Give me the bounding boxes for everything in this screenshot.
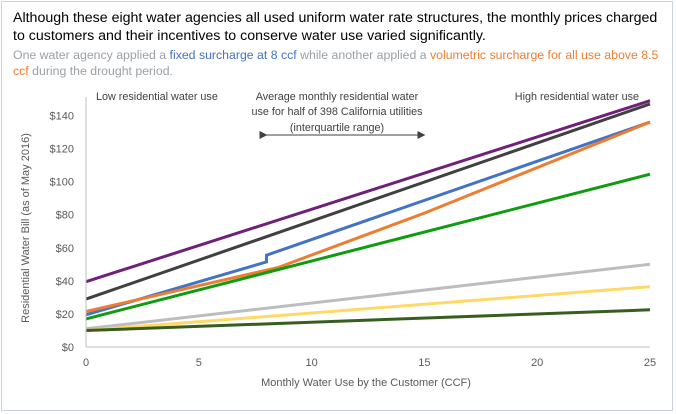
series-line-3 — [85, 120, 651, 317]
series-line-5 — [85, 172, 651, 321]
subtitle-volumetric-surcharge: volumetric surcharge for all use above 8… — [13, 48, 659, 78]
y-tick-label: $140 — [50, 111, 74, 123]
chart-subheadline: One water agency applied a fixed surchar… — [13, 47, 663, 79]
x-tick-label: 0 — [83, 357, 89, 369]
y-tick-label: $80 — [56, 210, 74, 222]
y-axis-title: Residential Water Bill (as of May 2016) — [20, 133, 32, 323]
subtitle-text-3: during the drought period. — [28, 64, 173, 78]
subtitle-fixed-surcharge: fixed surcharge at 8 ccf — [169, 48, 297, 62]
y-tick-label: $60 — [56, 243, 74, 255]
series-line-2 — [85, 102, 651, 301]
annotation-average-line3: (interquartile range) — [290, 122, 384, 134]
subtitle-text-1: One water agency applied a — [13, 48, 170, 62]
series-line-6 — [85, 262, 651, 331]
series-line-8 — [85, 308, 651, 332]
annotation-low-use: Low residential water use — [96, 91, 218, 103]
chart-headline: Although these eight water agencies all … — [13, 10, 658, 44]
y-tick-label: $120 — [50, 144, 74, 156]
x-tick-label: 25 — [644, 357, 656, 369]
series-line-1 — [85, 99, 651, 284]
y-tick-label: $100 — [50, 177, 74, 189]
x-axis-title: Monthly Water Use by the Customer (CCF) — [261, 377, 471, 389]
annotation-high-use: High residential water use — [515, 91, 639, 103]
y-tick-label: $0 — [62, 342, 74, 354]
x-tick-label: 5 — [196, 357, 202, 369]
series-line-4 — [85, 120, 651, 313]
x-tick-label: 20 — [531, 357, 543, 369]
series-line-7 — [85, 285, 651, 332]
x-tick-label: 10 — [305, 357, 317, 369]
x-tick-label: 15 — [418, 357, 430, 369]
annotation-average-line1: Average monthly residential water — [256, 91, 419, 103]
y-tick-label: $20 — [56, 309, 74, 321]
y-tick-label: $40 — [56, 276, 74, 288]
annotation-average-line2: use for half of 398 California utilities — [251, 106, 423, 118]
subtitle-text-2: while another applied a — [296, 48, 430, 62]
